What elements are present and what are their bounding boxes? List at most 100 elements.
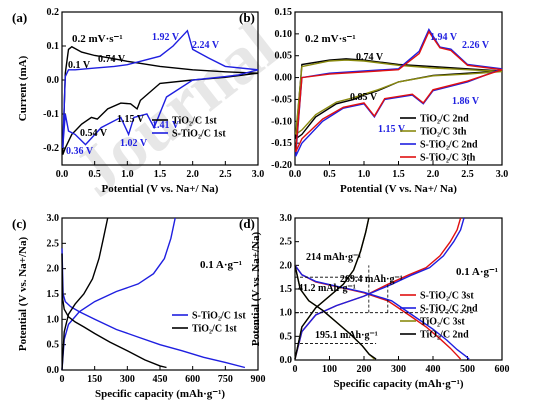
annotation-label: 1.92 V (152, 32, 180, 43)
y-tick-label: -0.1 (43, 109, 59, 120)
y-tick-label: 1.5 (280, 284, 293, 295)
y-tick-label: 0.0 (47, 365, 60, 376)
y-tick-label: 2.5 (47, 238, 60, 249)
annotation-label: 0.1 V (68, 60, 91, 71)
y-tick-label: 0.05 (275, 51, 293, 62)
y-tick-label: -0.05 (271, 94, 292, 105)
y-tick-label: 0.2 (47, 7, 60, 18)
annotation-label: 0.74 V (356, 52, 384, 63)
legend-entry: S-TiO₂/C 3st (420, 291, 474, 302)
panel-label: (b) (239, 10, 255, 25)
legend: S-TiO₂/C 1st TiO₂/C 1st (172, 311, 246, 335)
x-tick-label: 2.5 (461, 169, 474, 180)
x-tick-label: 0 (293, 364, 298, 375)
x-tick-label: 300 (120, 374, 135, 385)
legend-entry: TiO₂/C 3st (420, 317, 465, 328)
legend-entry: S-TiO₂/C 1st (172, 129, 226, 140)
x-tick-label: 0.0 (289, 169, 302, 180)
series-line (295, 58, 503, 140)
annotation-label: 1.02 V (120, 138, 148, 149)
x-tick-label: 3.0 (496, 169, 509, 180)
panel-2: (c) 0 150 300 450 600 750 900 0.0 0.5 1.0 1.5 2.0 2.5… (12, 213, 266, 400)
x-tick-label: 600 (185, 374, 200, 385)
annotation-label: 1.15 V (378, 124, 406, 135)
y-tick-label: 2.5 (280, 237, 293, 248)
legend-entry: S-TiO₂/C 2nd (420, 304, 478, 315)
series-line (61, 217, 176, 371)
y-tick-label: 0.10 (275, 29, 293, 40)
y-tick-label: 3.0 (280, 213, 293, 224)
legend: S-TiO₂/C 3st S-TiO₂/C 2nd TiO₂/C 3st TiO₂/C… (400, 291, 478, 341)
legend: TiO₂/C 2nd TiO₂/C 3th S-TiO₂/C 2nd S-TiO₂/C… (400, 114, 478, 164)
x-axis-label: Specific capacity (mAh·g⁻¹) (333, 378, 463, 390)
legend-entry: TiO₂/C 3th (420, 127, 467, 138)
legend-entry: S-TiO₂/C 3th (420, 153, 476, 164)
panel-0: (a) 0.0 0.5 1.0 1.5 2.0 2.5 3.0 -0.2 -0.1 0.0 0.1 0.… (12, 7, 264, 195)
legend: TiO₂/C 1st S-TiO₂/C 1st (152, 116, 226, 140)
panel-label: (c) (12, 216, 26, 231)
annotation-label: 0.74 V (98, 54, 126, 65)
y-tick-label: 1.0 (47, 314, 60, 325)
legend-entry: S-TiO₂/C 1st (192, 311, 246, 322)
x-tick-label: 3.0 (252, 169, 265, 180)
x-tick-label: 2.0 (186, 169, 199, 180)
x-tick-label: 500 (460, 364, 475, 375)
y-tick-label: 3.0 (47, 213, 60, 224)
annotation-label: 41.2 mAh·g⁻¹ (298, 283, 356, 294)
x-tick-label: 300 (391, 364, 406, 375)
panel-label: (d) (239, 216, 255, 231)
y-tick-label: 0.0 (47, 75, 60, 86)
x-tick-label: 150 (87, 374, 102, 385)
legend-entry: TiO₂/C 2nd (420, 114, 469, 125)
annotation-label: 214 mAh·g⁻¹ (306, 252, 361, 263)
panel-1: (b) 0.0 0.5 1.0 1.5 2.0 2.5 3.0 -0.20 -0.15 -0.10 -… (239, 7, 508, 195)
x-axis-label: Specific capacity (mAh·g⁻¹) (95, 388, 225, 400)
series-line (295, 30, 503, 153)
x-tick-label: 2.0 (427, 169, 440, 180)
y-tick-label: 1.0 (280, 308, 293, 319)
y-tick-label: 0.0 (280, 355, 293, 366)
x-tick-label: 0 (60, 374, 65, 385)
y-tick-label: -0.2 (43, 143, 59, 154)
x-tick-label: 750 (218, 374, 233, 385)
x-tick-label: 400 (426, 364, 441, 375)
series-line-charge (294, 217, 370, 360)
x-tick-label: 200 (357, 364, 372, 375)
x-axis-label: Potential (V vs. Na+/ Na) (102, 183, 219, 195)
x-tick-label: 0.5 (88, 169, 101, 180)
y-tick-label: -0.15 (271, 138, 292, 149)
y-tick-label: 0.1 (47, 41, 60, 52)
annotation-label: 2.26 V (462, 40, 490, 51)
y-tick-label: 0.5 (280, 331, 293, 342)
x-axis-label: Potential (V vs. Na+/ Na) (340, 183, 457, 195)
y-axis-label: Potential (V vs. Na+/Na) (250, 232, 262, 347)
panel-3: (d) 0 100 200 300 400 500 600 0.0 0.5 1.0 1.5 2.0 2.5… (239, 213, 510, 390)
x-tick-label: 100 (322, 364, 337, 375)
y-tick-label: 1.5 (47, 289, 60, 300)
series-line (61, 217, 109, 371)
annotation-label: 1.86 V (452, 96, 480, 107)
rate-label: 0.1 A·g⁻¹ (456, 266, 498, 278)
x-tick-label: 0.0 (56, 169, 69, 180)
x-tick-label: 1.5 (154, 169, 167, 180)
x-tick-label: 450 (153, 374, 168, 385)
legend-entry: TiO₂/C 2nd (420, 330, 469, 341)
y-tick-label: 2.0 (280, 260, 293, 271)
series-line (62, 29, 259, 149)
series-line (61, 253, 167, 369)
annotation-label: 1.94 V (430, 32, 458, 43)
rate-label: 0.1 A·g⁻¹ (200, 259, 242, 271)
legend-entry: TiO₂/C 1st (172, 116, 217, 127)
plot-frame (61, 217, 259, 371)
y-tick-label: -0.20 (271, 160, 292, 171)
series-line (294, 265, 377, 360)
x-tick-label: 1.0 (121, 169, 134, 180)
series-line (295, 59, 503, 135)
panel-label: (a) (12, 10, 27, 25)
annotation-label: 0.54 V (80, 128, 108, 139)
y-tick-label: 0.15 (275, 7, 293, 18)
annotation-label: 0.36 V (66, 146, 94, 157)
series-line-charge (294, 217, 465, 360)
annotation-label: 0.85 V (350, 92, 378, 103)
